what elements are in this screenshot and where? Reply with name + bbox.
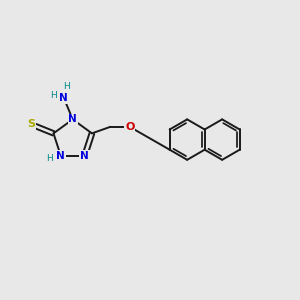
Text: N: N xyxy=(80,151,89,161)
Text: H: H xyxy=(63,82,70,91)
Text: H: H xyxy=(50,91,57,100)
Text: N: N xyxy=(68,114,77,124)
Text: O: O xyxy=(125,122,134,132)
Text: H: H xyxy=(46,154,53,164)
Text: N: N xyxy=(56,151,65,161)
Text: N: N xyxy=(59,93,68,103)
Text: S: S xyxy=(28,119,35,129)
